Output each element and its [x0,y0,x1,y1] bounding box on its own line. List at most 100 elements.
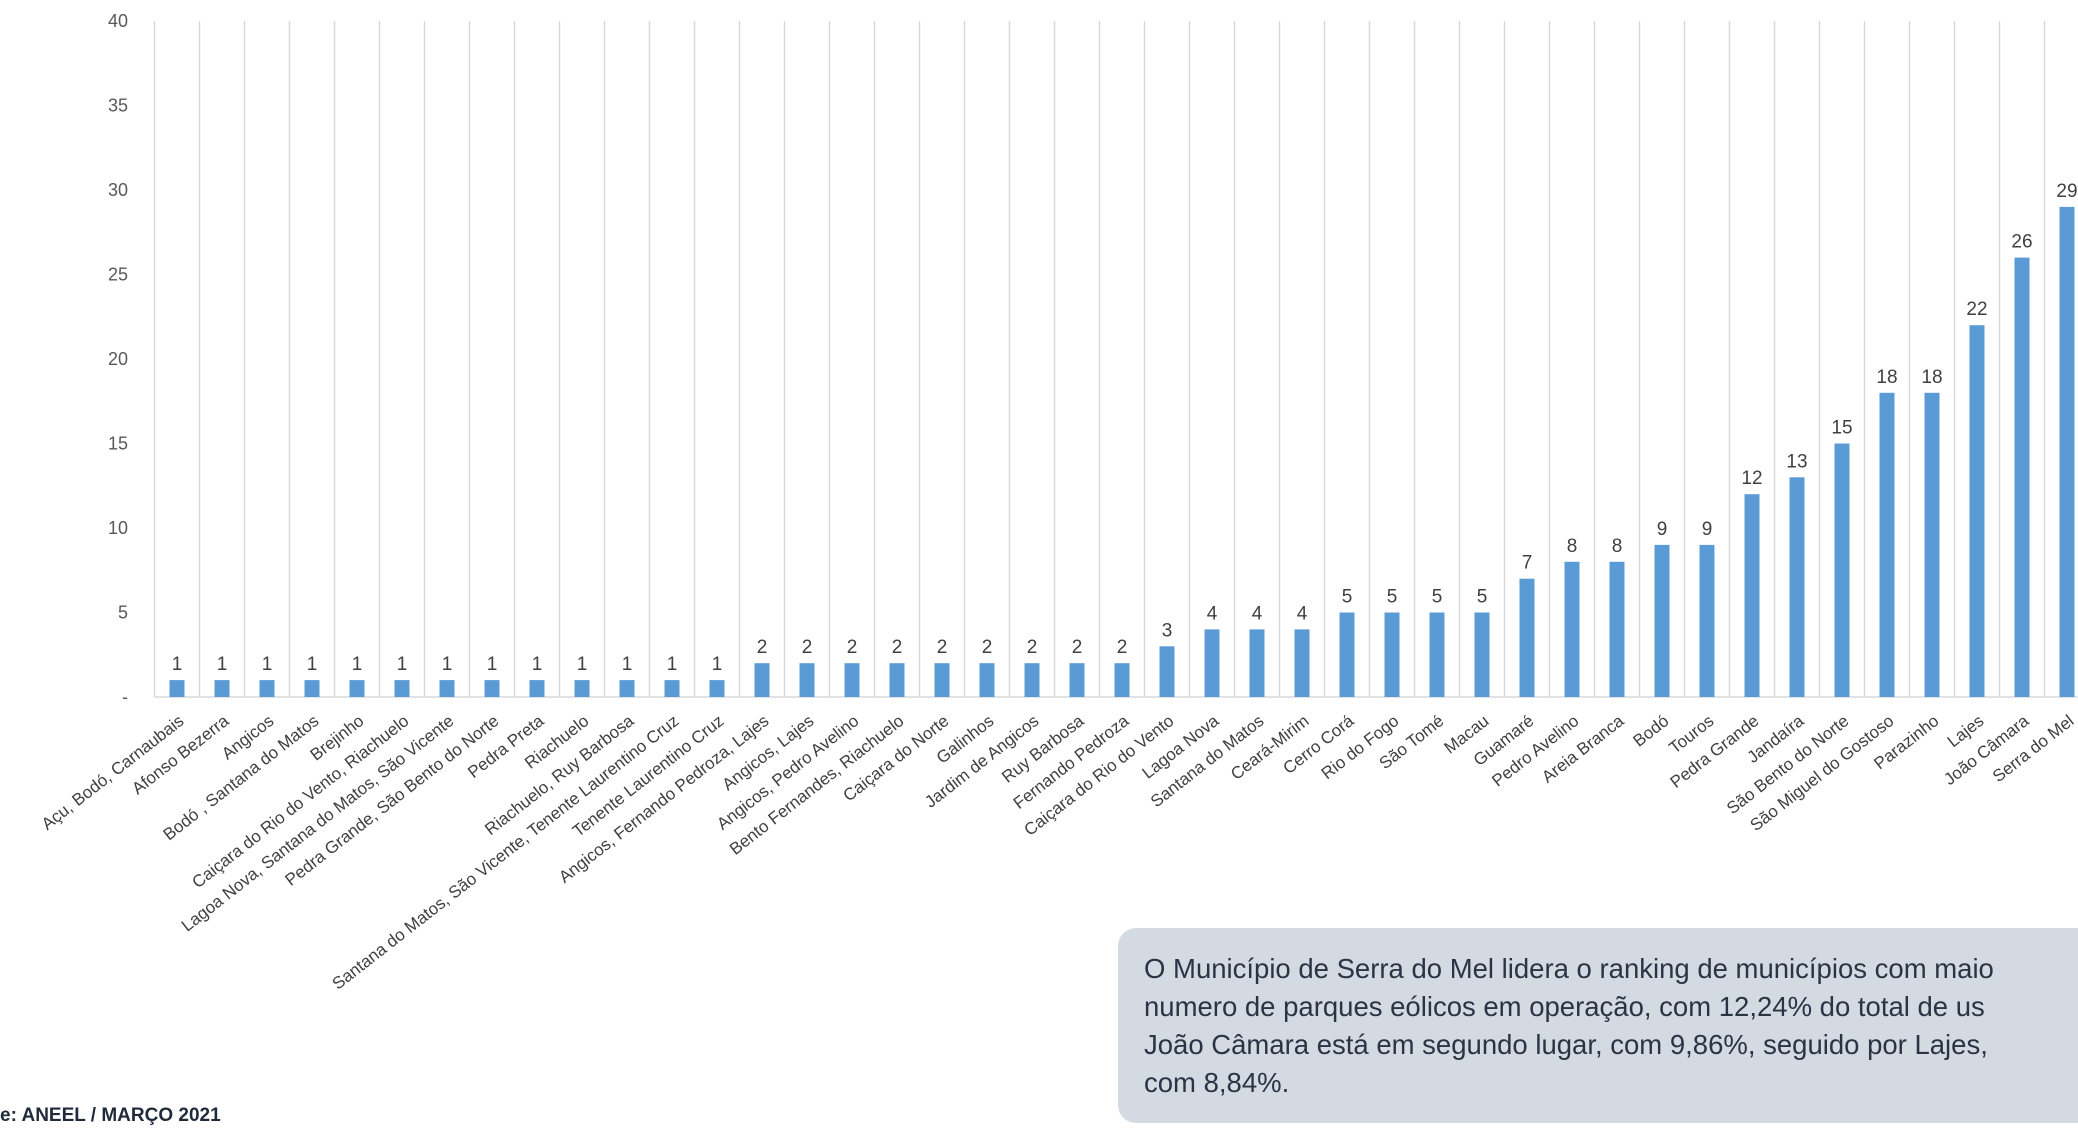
bar [889,663,905,697]
data-label: 2 [1027,637,1038,658]
bar [1294,629,1310,697]
bar [214,680,230,697]
bar [844,663,860,697]
note-line: João Câmara está em segundo lugar, com 9… [1144,1029,1988,1060]
data-label: 1 [667,654,678,675]
y-tick-label: 40 [108,11,128,31]
bar [799,663,815,697]
data-label: 1 [487,654,498,675]
data-label: 2 [847,637,858,658]
bar [2014,257,2030,697]
bar [1609,561,1625,697]
data-label: 2 [802,637,813,658]
data-label: 1 [622,654,633,675]
bars [169,206,2075,697]
data-label: 12 [1741,468,1762,489]
bar [1204,629,1220,697]
bar [1564,561,1580,697]
data-label: 18 [1921,367,1942,388]
bar [1069,663,1085,697]
bar [1339,612,1355,697]
y-tick-label: 35 [108,96,128,116]
bar [574,680,590,697]
note-line: com 8,84%. [1144,1067,1290,1098]
bar [439,680,455,697]
data-label: 1 [172,654,183,675]
data-label: 22 [1966,299,1987,320]
data-label: 26 [2011,232,2032,253]
bar [259,680,275,697]
bar [709,680,725,697]
data-label: 18 [1876,367,1897,388]
data-label: 4 [1252,603,1263,624]
note-line: O Município de Serra do Mel lidera o ran… [1144,953,1994,984]
data-label: 13 [1786,451,1807,472]
y-tick-label: - [122,687,128,707]
y-tick-label: 20 [108,349,128,369]
data-label: 15 [1831,418,1852,439]
y-tick-label: 30 [108,180,128,200]
data-label: 5 [1342,587,1353,608]
data-label: 1 [307,654,318,675]
data-label: 1 [217,654,228,675]
data-label: 1 [352,654,363,675]
bar [484,680,500,697]
data-label: 4 [1207,603,1218,624]
bar [664,680,680,697]
bar [1159,646,1175,697]
y-tick-label: 10 [108,518,128,538]
bar [529,680,545,697]
data-label: 2 [1072,637,1083,658]
data-label: 2 [982,637,993,658]
bar [169,680,185,697]
bar [1114,663,1130,697]
data-label: 29 [2056,181,2077,202]
bar [1654,544,1670,697]
data-label: 9 [1702,519,1713,540]
data-label: 2 [937,637,948,658]
y-axis: - 5 10 15 20 25 30 35 40 [108,11,128,707]
data-label: 2 [892,637,903,658]
y-tick-label: 5 [118,603,128,623]
bar [1384,612,1400,697]
bar [619,680,635,697]
source-label: e: ANEEL / MARÇO 2021 [0,1105,221,1126]
bar [1744,494,1760,697]
data-label: 5 [1387,587,1398,608]
data-label: 1 [577,654,588,675]
bar [979,663,995,697]
bar [1789,477,1805,697]
data-label: 2 [757,637,768,658]
bar [1969,325,1985,697]
note-box: O Município de Serra do Mel lidera o ran… [1118,928,2078,1123]
y-tick-label: 15 [108,434,128,454]
data-label: 4 [1297,603,1308,624]
bar [394,680,410,697]
bar [349,680,365,697]
bar [1924,392,1940,697]
bar [1024,663,1040,697]
data-label: 1 [532,654,543,675]
bar [754,663,770,697]
data-label: 5 [1477,587,1488,608]
note-line: numero de parques eólicos em operação, c… [1144,991,1985,1022]
data-label: 8 [1612,536,1623,557]
bar [934,663,950,697]
gridlines [153,21,2078,698]
bar [1429,612,1445,697]
data-label: 2 [1117,637,1128,658]
bar [1474,612,1490,697]
data-label: 1 [712,654,723,675]
data-label: 1 [262,654,273,675]
data-label: 1 [442,654,453,675]
data-label: 1 [397,654,408,675]
bar [1249,629,1265,697]
bar [2059,206,2075,697]
data-label: 7 [1522,553,1533,574]
data-label: 5 [1432,587,1443,608]
data-labels: 1 1 1 1 1 1 1 1 1 1 1 1 12 2 2 2 2 2 2 2 234 4 45 5 5 578 89 912131… [172,181,2078,675]
bar [1879,392,1895,697]
y-tick-label: 25 [108,265,128,285]
data-label: 9 [1657,519,1668,540]
